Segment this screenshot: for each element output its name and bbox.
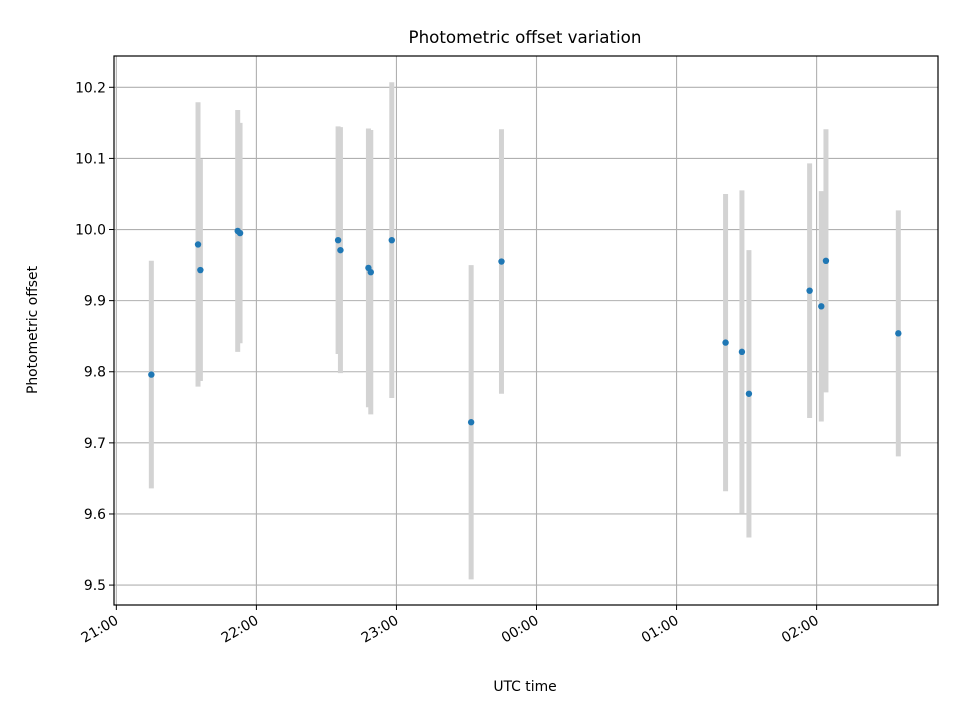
data-points	[148, 227, 902, 426]
data-point	[334, 236, 342, 244]
data-point	[806, 287, 813, 294]
data-point	[467, 419, 475, 426]
y-tick-label: 9.5	[84, 578, 106, 594]
data-point	[818, 303, 825, 310]
data-point	[367, 268, 374, 276]
y-axis-ticks: 9.5 9.6 9.7 9.8 9.9 10.0 10.1 10.2	[75, 80, 114, 594]
data-point	[745, 390, 753, 397]
y-tick-label: 9.9	[84, 294, 106, 310]
grid-lines	[114, 56, 938, 605]
data-point	[148, 371, 155, 378]
y-tick-label: 9.6	[84, 507, 106, 523]
data-point	[738, 348, 746, 356]
data-point	[722, 339, 729, 346]
y-tick-label: 10.1	[75, 151, 106, 167]
y-tick-label: 10.2	[75, 80, 106, 96]
data-point	[388, 236, 395, 244]
data-point	[498, 258, 505, 265]
data-point	[895, 330, 902, 337]
plot-frame	[113, 55, 939, 606]
data-point	[194, 241, 202, 248]
chart-title: Photometric offset variation	[409, 27, 642, 47]
data-point	[337, 246, 344, 254]
y-tick-label: 10.0	[75, 223, 106, 239]
y-tick-label: 9.7	[84, 436, 106, 452]
data-point	[822, 257, 830, 265]
y-axis-label: Photometric offset	[25, 265, 41, 394]
data-point	[197, 266, 204, 274]
y-tick-label: 9.8	[84, 365, 106, 381]
data-point	[236, 229, 244, 237]
x-axis-label: UTC time	[493, 679, 556, 695]
